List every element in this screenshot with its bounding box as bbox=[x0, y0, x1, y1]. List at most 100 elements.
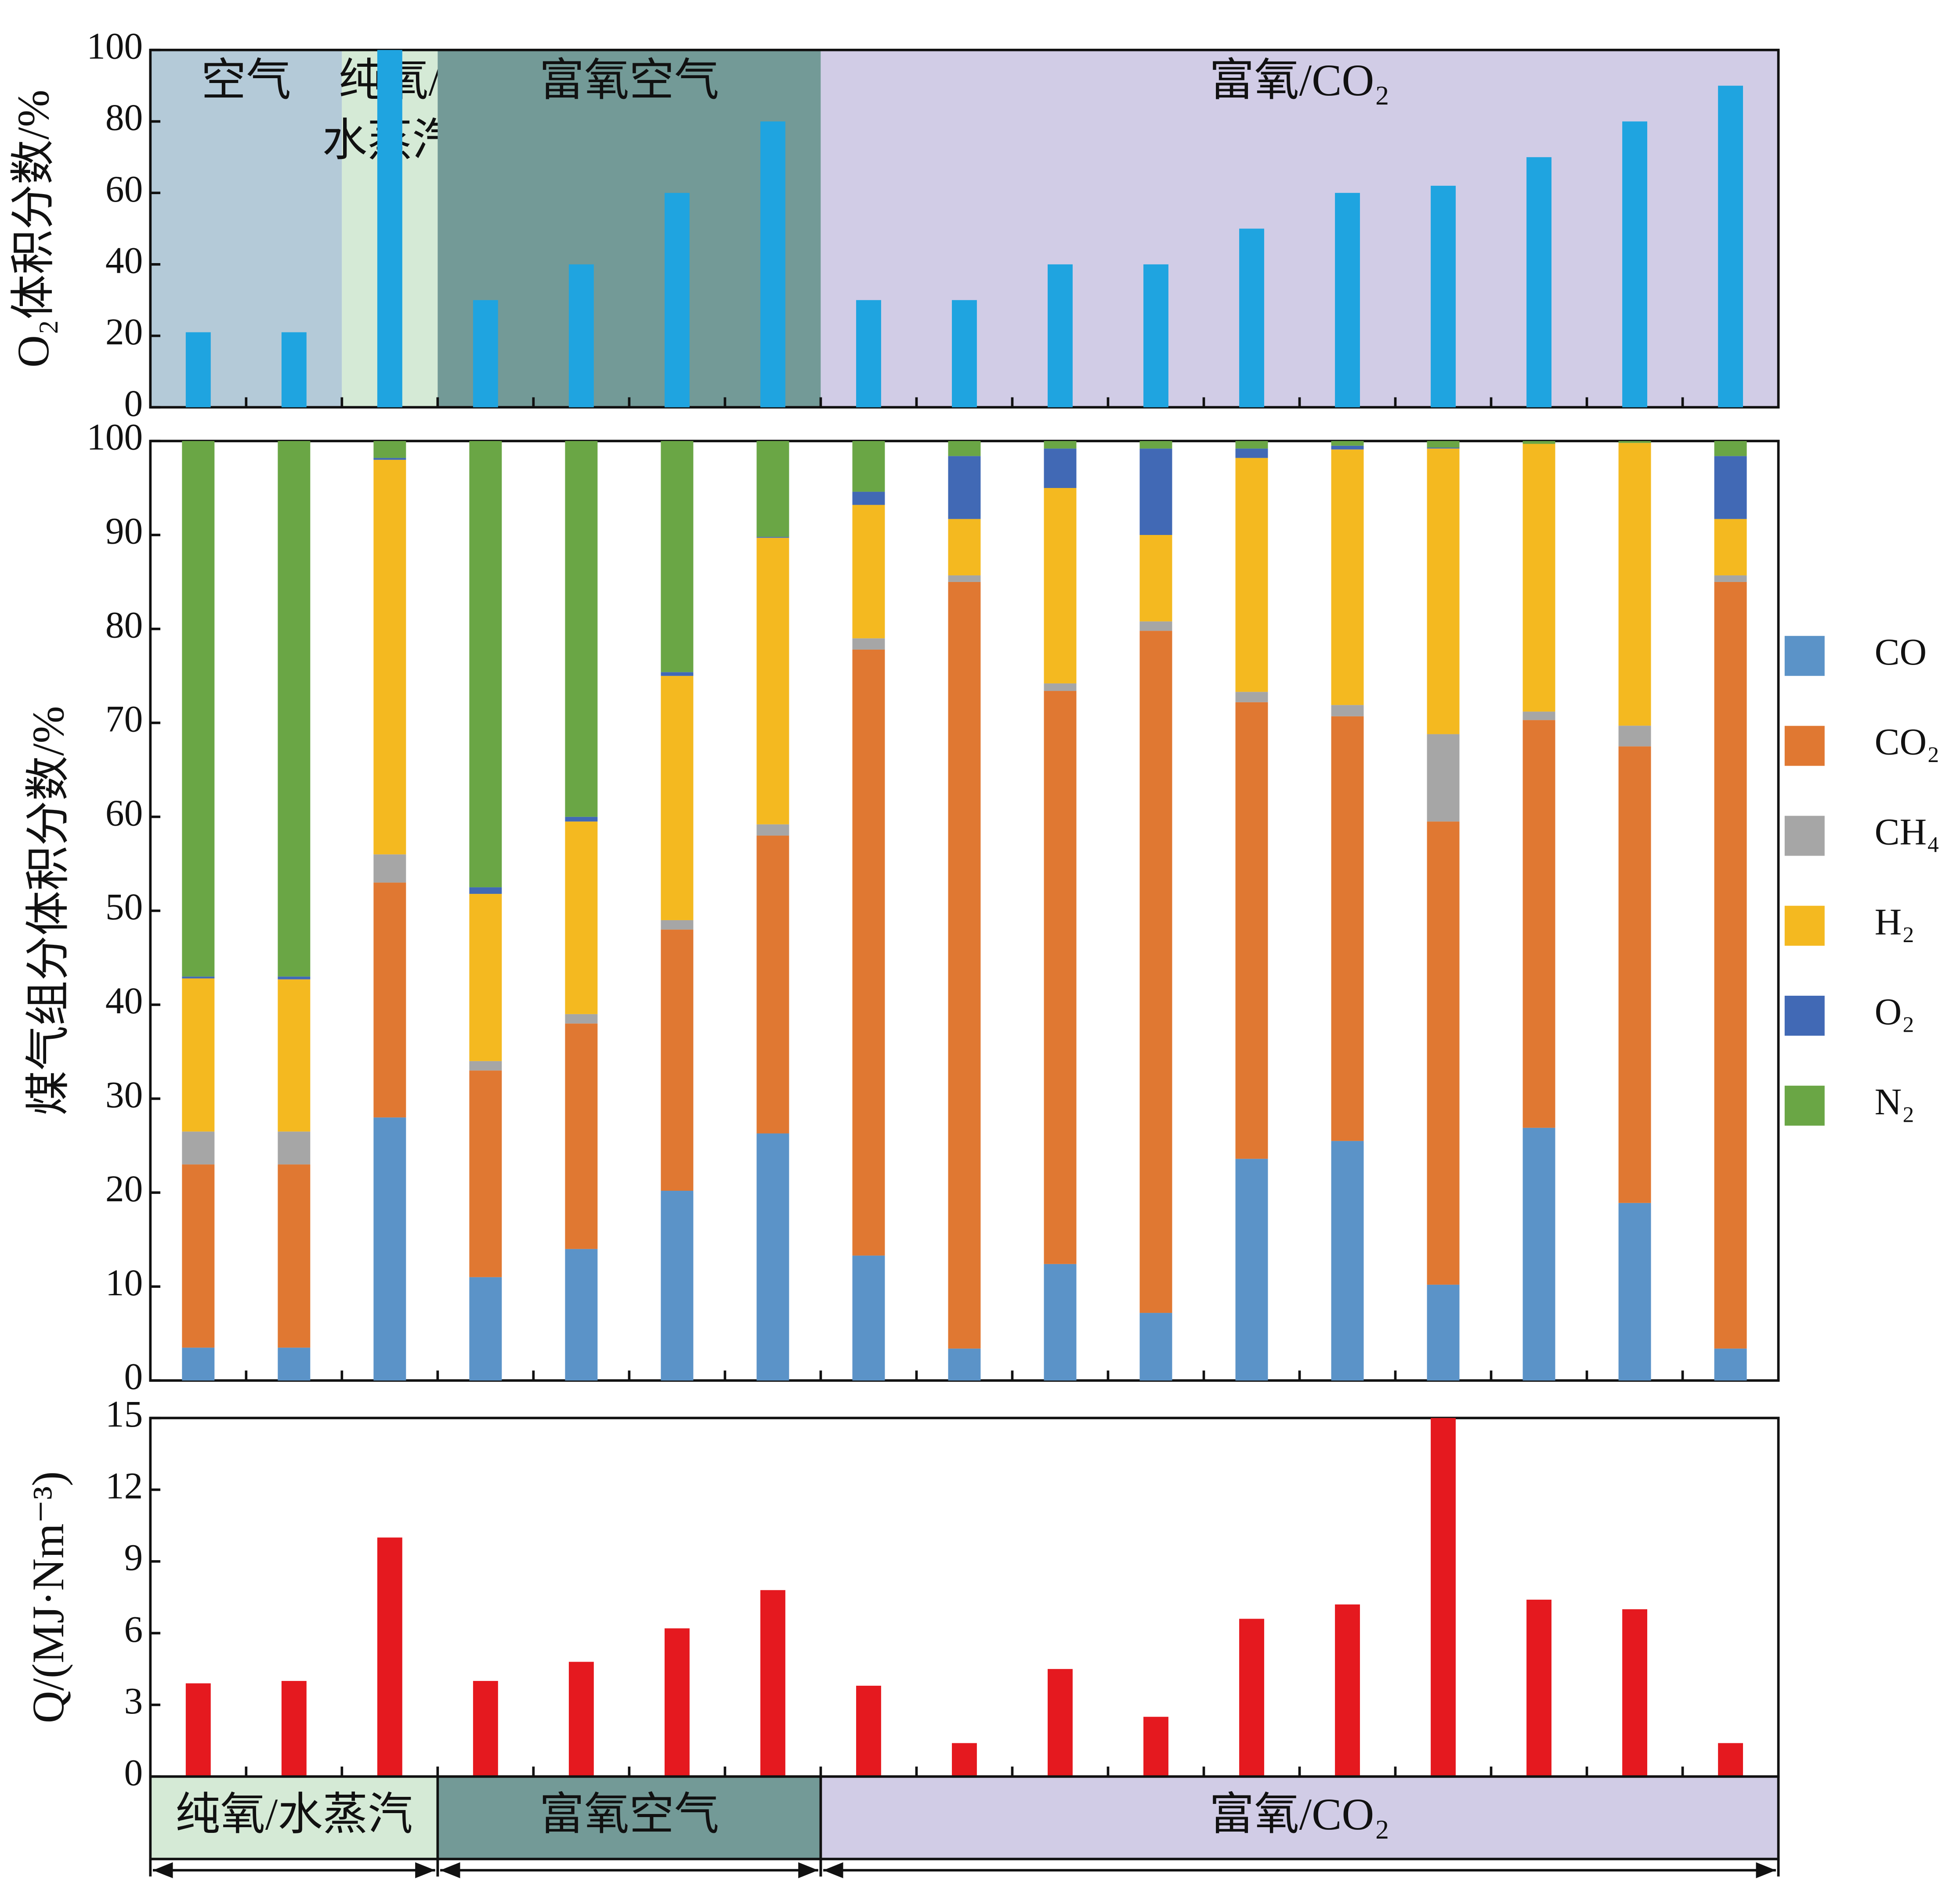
legend-label: CO bbox=[1875, 632, 1927, 673]
y-tick-label: 70 bbox=[105, 698, 143, 740]
legend-swatch bbox=[1784, 995, 1825, 1036]
bar-segment bbox=[1618, 441, 1651, 443]
bar-segment bbox=[1714, 1348, 1747, 1381]
y-tick-label: 80 bbox=[105, 97, 143, 138]
bar-segment bbox=[469, 894, 502, 1061]
bar-segment bbox=[278, 979, 311, 1132]
legend-label: H₂ bbox=[1875, 901, 1915, 943]
legend-label: O₂ bbox=[1875, 991, 1915, 1033]
bar bbox=[856, 300, 881, 408]
bar-segment bbox=[1235, 458, 1268, 692]
legend-swatch bbox=[1784, 816, 1825, 856]
bar-segment bbox=[1522, 444, 1555, 712]
bar bbox=[952, 1743, 977, 1777]
group-label: 富氧空气 bbox=[539, 1790, 720, 1839]
bar-segment bbox=[1235, 441, 1268, 449]
bar bbox=[568, 1662, 594, 1777]
bar bbox=[856, 1685, 881, 1777]
bar bbox=[1526, 1600, 1551, 1777]
bar-segment bbox=[661, 441, 694, 672]
y-tick-label: 10 bbox=[105, 1262, 143, 1304]
bar bbox=[281, 332, 307, 408]
bar-segment bbox=[1331, 716, 1364, 1141]
y-tick-label: 60 bbox=[105, 792, 143, 834]
bar bbox=[1239, 228, 1264, 408]
bar bbox=[1718, 1743, 1743, 1777]
bar-segment bbox=[1139, 631, 1172, 1313]
region-label: 富氧空气 bbox=[539, 56, 720, 105]
bar bbox=[281, 1681, 307, 1777]
region-background bbox=[150, 50, 342, 408]
bar-segment bbox=[1427, 734, 1460, 822]
bar-segment bbox=[1522, 720, 1555, 1128]
bar bbox=[377, 50, 402, 408]
bar bbox=[1526, 157, 1551, 408]
bar-segment bbox=[948, 1348, 981, 1381]
bar-segment bbox=[278, 1164, 311, 1348]
group-band bbox=[819, 1775, 1780, 1861]
bar-segment bbox=[1427, 448, 1460, 734]
bar-segment bbox=[469, 1061, 502, 1071]
y-tick-label: 0 bbox=[124, 1752, 143, 1793]
bar-segment bbox=[565, 1023, 598, 1249]
group-band bbox=[436, 1775, 822, 1861]
bar-segment bbox=[1427, 821, 1460, 1285]
region-background bbox=[821, 50, 1779, 408]
bar bbox=[1431, 185, 1456, 408]
bar-segment bbox=[852, 505, 885, 639]
bar-segment bbox=[278, 1131, 311, 1165]
y-tick-label: 30 bbox=[105, 1074, 143, 1116]
bar-segment bbox=[469, 441, 502, 888]
bar-segment bbox=[661, 929, 694, 1191]
bar-segment bbox=[182, 1164, 215, 1348]
bar-segment bbox=[182, 978, 215, 1132]
bar-segment bbox=[278, 976, 311, 979]
bar bbox=[952, 300, 977, 408]
bar bbox=[1239, 1619, 1264, 1777]
bar-segment bbox=[373, 441, 406, 458]
bar-segment bbox=[1331, 445, 1364, 450]
group-band bbox=[149, 1775, 439, 1861]
y-tick-label: 100 bbox=[87, 25, 143, 67]
bar-segment bbox=[565, 821, 598, 1014]
legend-swatch bbox=[1784, 906, 1825, 946]
bar-segment bbox=[565, 817, 598, 822]
legend-swatch bbox=[1784, 1085, 1825, 1126]
region-label: 空气 bbox=[201, 56, 291, 105]
bar-segment bbox=[948, 456, 981, 519]
bar-segment bbox=[1427, 1284, 1460, 1381]
y-tick-label: 0 bbox=[124, 383, 143, 424]
bar-segment bbox=[1235, 1159, 1268, 1381]
bar bbox=[185, 1683, 211, 1777]
bar-segment bbox=[1139, 621, 1172, 631]
bar-segment bbox=[278, 1348, 311, 1381]
region-label: 富氧/CO₂ bbox=[1209, 56, 1390, 105]
y-tick-label: 100 bbox=[87, 417, 143, 458]
bar-segment bbox=[661, 672, 694, 676]
bar bbox=[377, 1537, 402, 1777]
bar bbox=[1143, 264, 1168, 408]
bar-segment bbox=[1044, 683, 1077, 691]
bar bbox=[1048, 264, 1073, 408]
bar bbox=[664, 1628, 690, 1777]
bar-segment bbox=[756, 824, 789, 836]
bar-segment bbox=[469, 1070, 502, 1277]
bar-segment bbox=[1714, 456, 1747, 519]
legend-label: CH₄ bbox=[1875, 811, 1940, 853]
bar-segment bbox=[182, 441, 215, 977]
bar-segment bbox=[1139, 1313, 1172, 1381]
bar-segment bbox=[373, 854, 406, 883]
y-tick-label: 40 bbox=[105, 240, 143, 281]
bar-segment bbox=[1331, 705, 1364, 716]
legend-label: N₂ bbox=[1875, 1081, 1915, 1123]
y-tick-label: 60 bbox=[105, 169, 143, 210]
bar-segment bbox=[1618, 443, 1651, 726]
bar-segment bbox=[948, 441, 981, 456]
bar-segment bbox=[565, 1014, 598, 1024]
bar-segment bbox=[565, 441, 598, 817]
y-axis-label: O₂体积分数/% bbox=[9, 90, 58, 368]
bar-segment bbox=[1235, 692, 1268, 702]
bar-segment bbox=[278, 441, 311, 977]
bar-segment bbox=[1044, 691, 1077, 1264]
